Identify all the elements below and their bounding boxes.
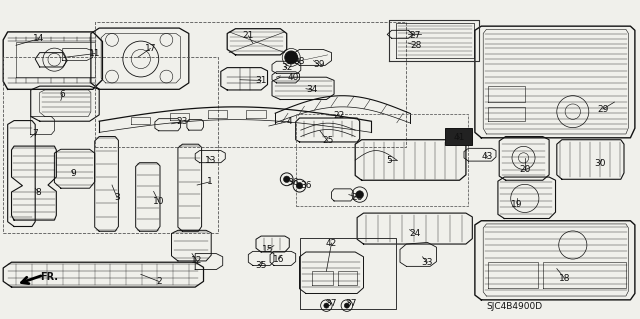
Text: 2: 2: [156, 277, 161, 286]
Text: 41: 41: [454, 133, 465, 142]
Text: 14: 14: [33, 34, 44, 43]
Text: 13: 13: [205, 156, 217, 165]
Text: SJC4B4900D: SJC4B4900D: [486, 302, 543, 311]
Text: 20: 20: [519, 165, 531, 174]
Text: 3: 3: [115, 193, 120, 202]
Text: 4: 4: [287, 117, 292, 126]
Circle shape: [285, 51, 298, 64]
Circle shape: [296, 182, 303, 189]
Text: 24: 24: [409, 229, 420, 238]
Text: 42: 42: [326, 239, 337, 248]
Text: 35: 35: [255, 261, 267, 270]
Text: 30: 30: [595, 159, 606, 168]
Text: 25: 25: [322, 137, 333, 145]
Text: 43: 43: [482, 152, 493, 161]
Text: 37: 37: [345, 299, 356, 308]
Text: 19: 19: [511, 200, 523, 209]
Text: 17: 17: [145, 44, 156, 53]
Text: 31: 31: [255, 76, 267, 85]
Text: 28: 28: [410, 41, 422, 50]
Text: 38: 38: [294, 57, 305, 66]
Text: 34: 34: [307, 85, 318, 94]
Text: 6: 6: [60, 90, 65, 99]
Text: 27: 27: [409, 31, 420, 40]
Text: 5: 5: [387, 156, 392, 165]
Text: 36: 36: [300, 181, 312, 190]
Text: 18: 18: [559, 274, 570, 283]
Text: 16: 16: [273, 255, 284, 263]
Text: 37: 37: [326, 299, 337, 308]
Circle shape: [284, 176, 290, 182]
Text: 21: 21: [243, 31, 254, 40]
Text: 9: 9: [71, 169, 76, 178]
Text: 23: 23: [177, 117, 188, 126]
Text: 36: 36: [287, 178, 299, 187]
Text: 32: 32: [281, 63, 292, 72]
Text: 33: 33: [422, 258, 433, 267]
Circle shape: [324, 303, 329, 308]
Text: 8: 8: [36, 188, 41, 197]
Text: 40: 40: [287, 73, 299, 82]
Text: 15: 15: [262, 245, 273, 254]
Text: 7: 7: [33, 129, 38, 138]
Bar: [445, 128, 472, 145]
Text: 29: 29: [597, 105, 609, 114]
Text: 11: 11: [89, 49, 100, 58]
Text: 22: 22: [333, 111, 345, 120]
Text: 10: 10: [153, 197, 164, 206]
Circle shape: [344, 303, 349, 308]
Text: 1: 1: [207, 177, 212, 186]
Text: FR.: FR.: [40, 272, 58, 282]
Text: 39: 39: [313, 60, 324, 69]
Text: 26: 26: [351, 193, 363, 202]
Circle shape: [356, 191, 364, 198]
Text: 12: 12: [191, 256, 203, 265]
